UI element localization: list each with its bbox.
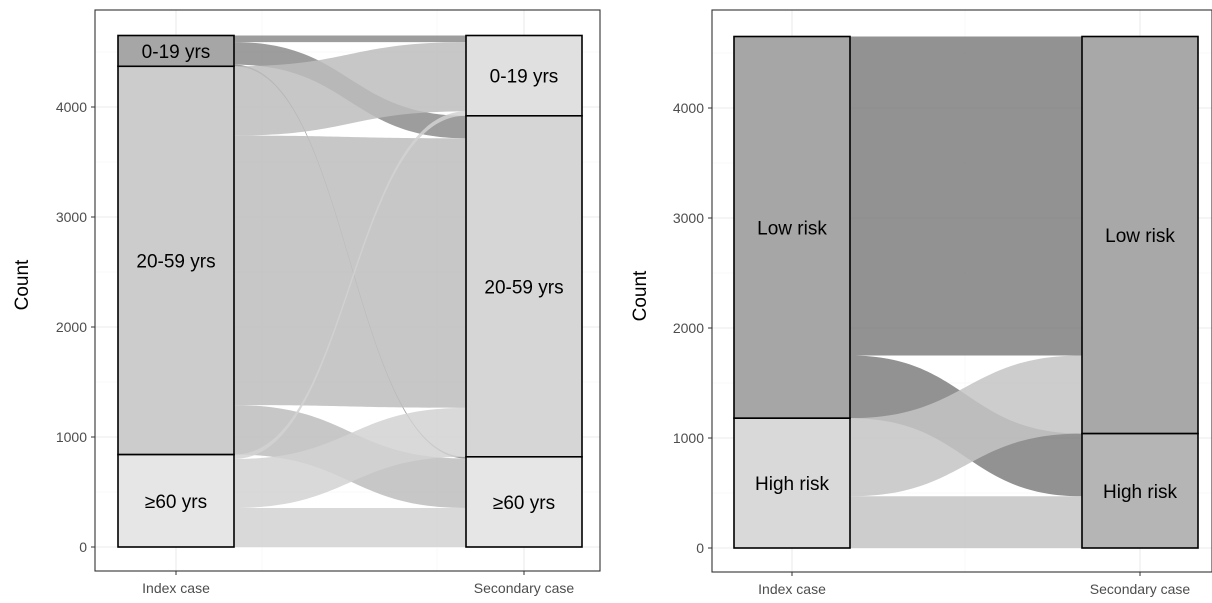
- stratum-label-secondary-20-59-yrs: 20-59 yrs: [484, 277, 563, 298]
- y-tick-label: 1000: [56, 429, 87, 445]
- y-tick-label: 0: [79, 539, 87, 555]
- stratum-label-secondary-ge60-yrs: ≥60 yrs: [493, 493, 555, 514]
- flow-0-19-yrs-to-0-19-yrs: [234, 35, 466, 43]
- stratum-index-0-19-yrs: [117, 34, 235, 68]
- flow-ge60-yrs-to-ge60-yrs: [234, 507, 466, 547]
- stratum-secondary-high-risk: [1081, 432, 1199, 549]
- stratum-label-index-0-19-yrs: 0-19 yrs: [142, 42, 211, 63]
- y-axis-title: Count: [630, 270, 651, 321]
- y-tick-label: 2000: [56, 319, 87, 335]
- flow-high-risk-to-high-risk: [850, 496, 1082, 548]
- stratum-secondary-low-risk: [1081, 35, 1199, 435]
- y-tick-label: 4000: [673, 100, 704, 116]
- stratum-secondary-ge60-yrs: [465, 455, 583, 548]
- y-tick-label: 3000: [56, 209, 87, 225]
- stratum-label-index-high-risk: High risk: [755, 474, 829, 495]
- stratum-label-index-ge60-yrs: ≥60 yrs: [145, 492, 207, 513]
- flow-ge60-yrs-to-0-19-yrs: [234, 111, 466, 460]
- x-tick-label-secondary-case: Secondary case: [1090, 581, 1191, 597]
- panel-age-groups: 0-19 yrs 20-59 yrs ≥60 yrs 0-19 yrs 20-59 yr…: [12, 9, 601, 596]
- stratum-secondary-0-19-yrs: [465, 34, 583, 117]
- y-tick-label: 4000: [56, 99, 87, 115]
- flow-20-59-yrs-to-20-59-yrs: [234, 135, 466, 408]
- flow-20-59-yrs-to-0-19-yrs: [234, 42, 466, 136]
- y-tick-label: 1000: [673, 430, 704, 446]
- panel-border: [94, 9, 601, 572]
- y-tick-label: 0: [696, 540, 704, 556]
- stratum-label-secondary-0-19-yrs: 0-19 yrs: [490, 67, 559, 88]
- stratum-label-secondary-high-risk: High risk: [1103, 482, 1177, 503]
- stratum-label-index-20-59-yrs: 20-59 yrs: [136, 251, 215, 272]
- y-axis-title: Count: [12, 259, 33, 310]
- stratum-index-high-risk: [733, 417, 851, 549]
- flow-low-risk-to-low-risk: [850, 36, 1082, 356]
- stratum-secondary-20-59-yrs: [465, 115, 583, 458]
- flows: [850, 36, 1082, 548]
- panel-border: [711, 9, 1212, 573]
- flows: [234, 35, 466, 547]
- stratum-label-secondary-low-risk: Low risk: [1105, 226, 1175, 247]
- panel-risk-groups: Low risk High risk Low risk High risk 0 1000 2…: [630, 9, 1212, 597]
- flow-high-risk-to-low-risk: [850, 355, 1082, 497]
- x-tick-label-index-case: Index case: [142, 580, 210, 596]
- y-tick-label: 2000: [673, 320, 704, 336]
- flow-ge60-yrs-to-20-59-yrs: [234, 407, 466, 508]
- y-tick-label: 3000: [673, 210, 704, 226]
- x-tick-label-secondary-case: Secondary case: [474, 580, 575, 596]
- x-tick-label-index-case: Index case: [758, 581, 826, 597]
- stratum-index-ge60-yrs: [117, 453, 235, 548]
- stratum-index-20-59-yrs: [117, 65, 235, 456]
- stratum-index-low-risk: [733, 35, 851, 420]
- stratum-label-index-low-risk: Low risk: [757, 218, 827, 239]
